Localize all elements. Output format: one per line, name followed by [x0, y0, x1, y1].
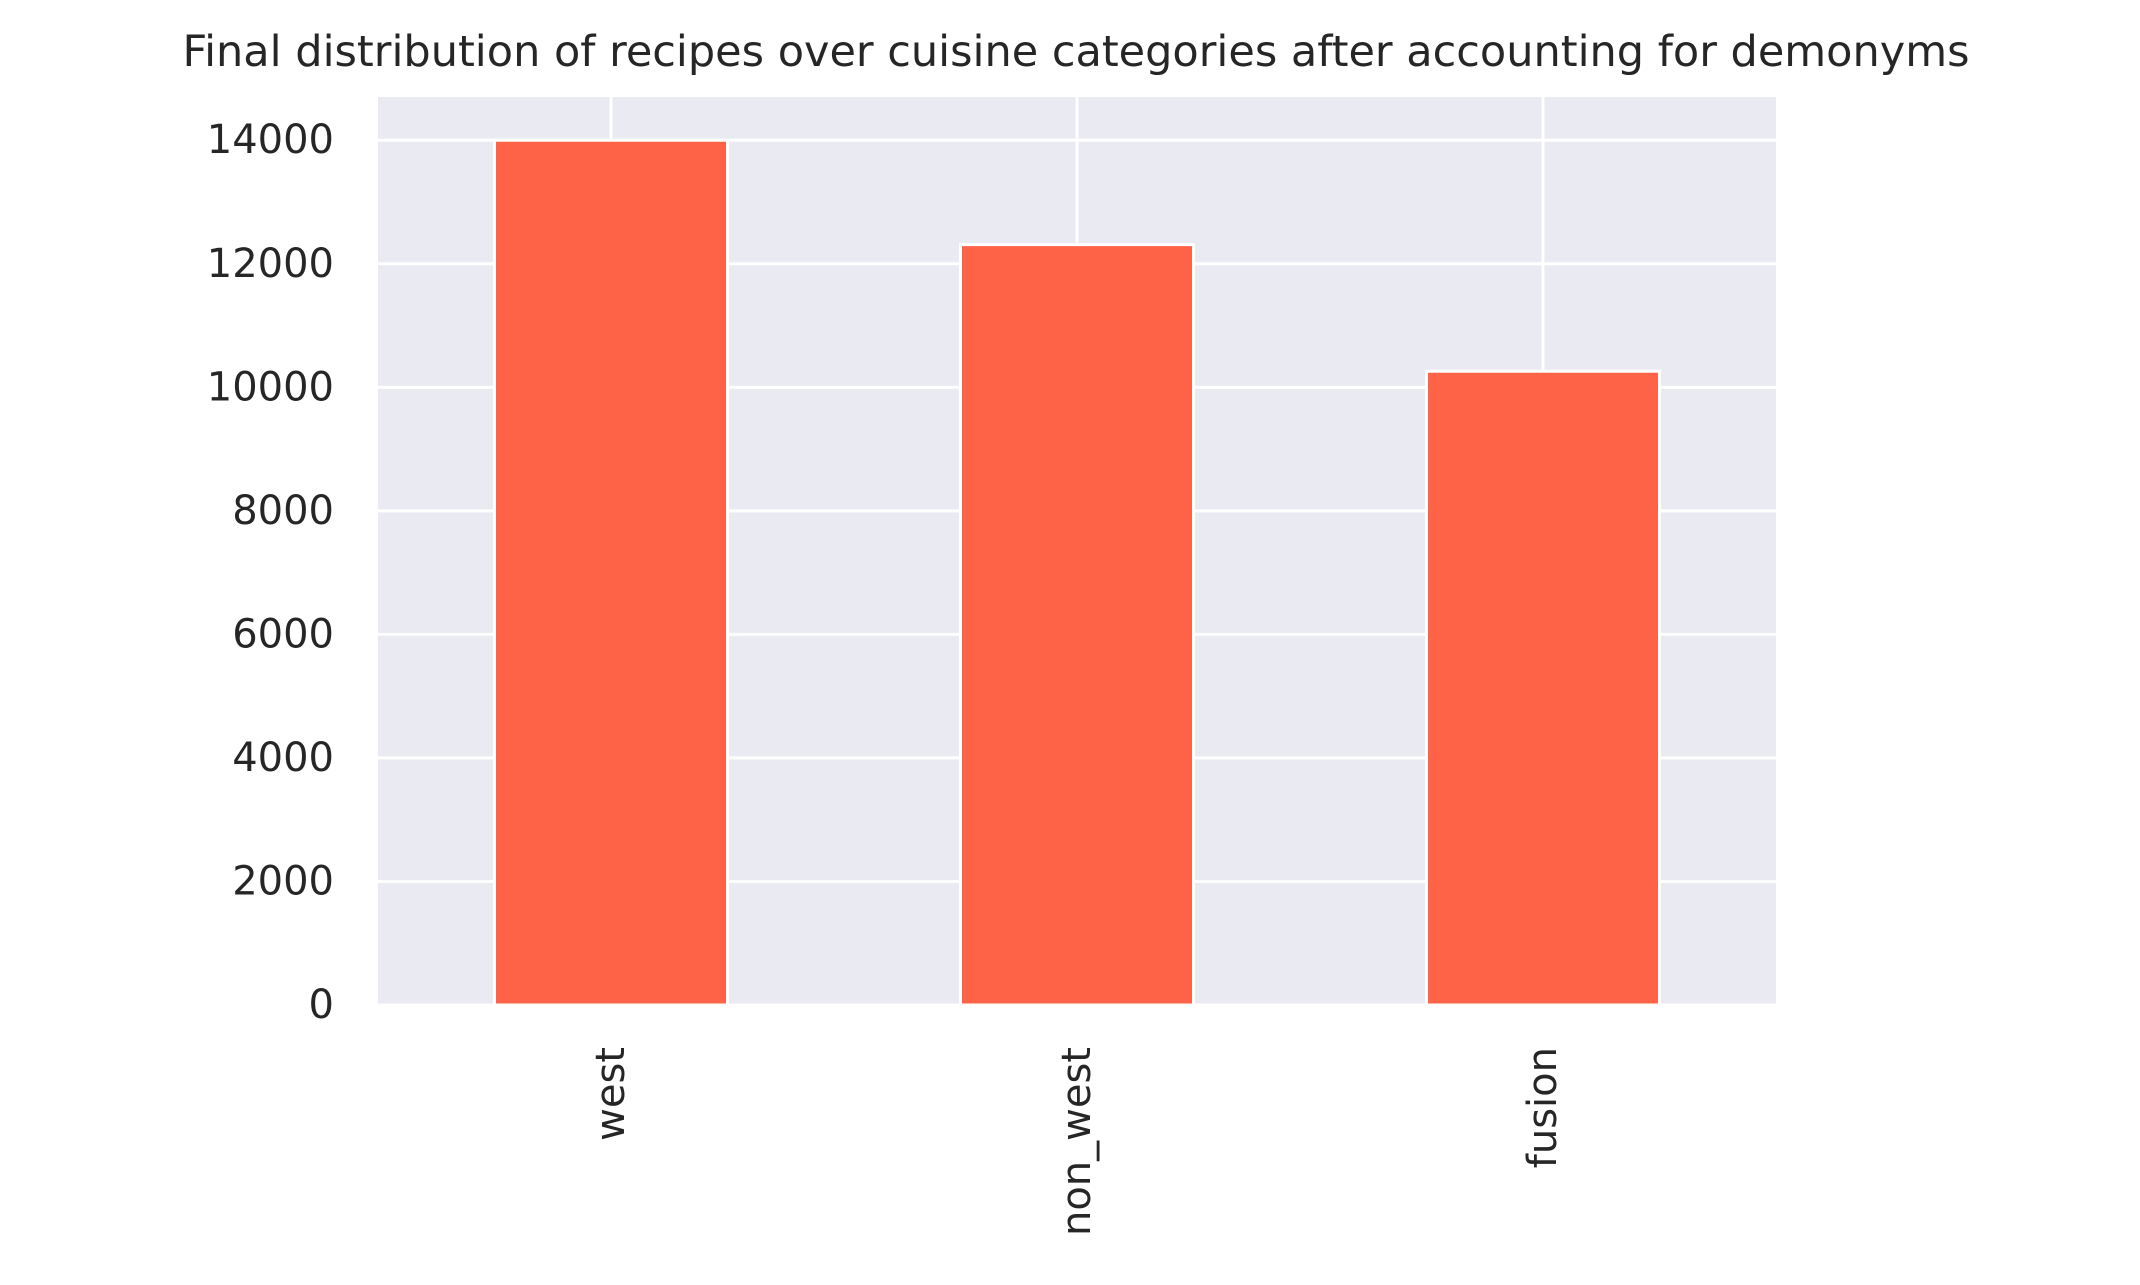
- y-tick-labels: 0 2000 4000 6000 8000 10000 12000 14000: [207, 117, 334, 1028]
- y-tick-label-6: 12000: [207, 241, 334, 287]
- x-tick-label-fusion: fusion: [1520, 1047, 1566, 1168]
- x-tick-label-non_west: non_west: [1054, 1047, 1100, 1236]
- y-tick-label-3: 6000: [232, 611, 334, 657]
- y-tick-label-4: 8000: [232, 488, 334, 534]
- bar-west: [493, 138, 729, 1007]
- bar-fusion: [1425, 369, 1661, 1007]
- y-tick-label-1: 2000: [232, 858, 334, 904]
- y-tick-label-7: 14000: [207, 117, 334, 163]
- y-tick-label-2: 4000: [232, 735, 334, 781]
- chart-title: Final distribution of recipes over cuisi…: [183, 27, 1970, 77]
- x-tick-labels: west non_west fusion: [588, 1047, 1566, 1236]
- bar-non_west: [959, 243, 1195, 1007]
- x-tick-label-west: west: [588, 1047, 634, 1141]
- bars: [493, 138, 1661, 1007]
- y-tick-label-0: 0: [309, 982, 334, 1028]
- y-tick-label-5: 10000: [207, 364, 334, 410]
